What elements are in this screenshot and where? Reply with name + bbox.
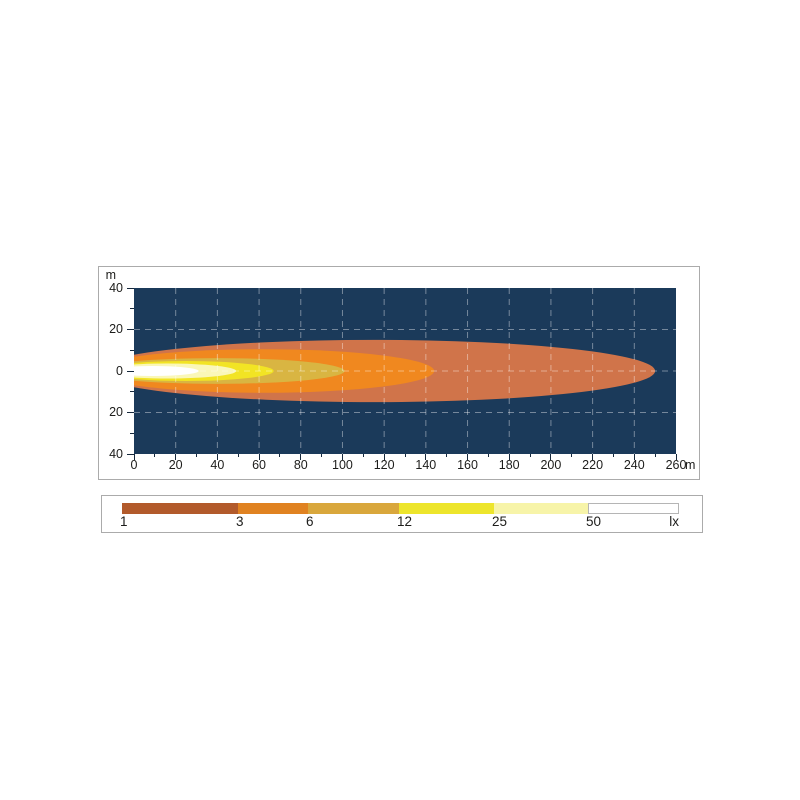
y-axis-major-tick: [127, 287, 134, 289]
x-axis-major-tick: [467, 454, 469, 460]
x-axis-minor-tick: [279, 454, 281, 457]
x-axis-minor-tick: [612, 454, 614, 457]
y-axis-major-tick: [127, 370, 134, 372]
x-axis-unit-label: m: [685, 458, 696, 472]
legend-label-25lx: 25: [492, 514, 508, 529]
x-axis-major-tick: [133, 454, 135, 460]
legend-label-12lx: 12: [397, 514, 413, 529]
x-axis-minor-tick: [654, 454, 656, 457]
x-axis-tick-label: 120: [373, 458, 395, 472]
y-axis-tick-label: 40: [109, 446, 123, 461]
y-axis-unit-label: m: [105, 268, 116, 282]
legend-label-50lx: 50: [586, 514, 602, 529]
x-axis-tick-label: 40: [210, 458, 225, 472]
x-axis-tick-label: 260: [665, 458, 687, 472]
x-axis-minor-tick: [321, 454, 323, 457]
x-axis-major-tick: [216, 454, 218, 460]
legend-segment-6lx: [308, 503, 399, 514]
x-axis-tick-label: 80: [293, 458, 308, 472]
x-axis-tick-label: 240: [623, 458, 645, 472]
y-axis-major-tick: [127, 453, 134, 455]
y-axis-minor-tick: [130, 391, 134, 393]
x-axis-major-tick: [425, 454, 427, 460]
legend-label-6lx: 6: [306, 514, 314, 529]
x-axis-minor-tick: [487, 454, 489, 457]
legend-segment-12lx: [399, 503, 494, 514]
y-axis-tick-label: 0: [116, 363, 123, 378]
y-axis-minor-tick: [130, 308, 134, 310]
x-axis-major-tick: [383, 454, 385, 460]
legend-segment-1lx: [122, 503, 238, 514]
x-axis-tick-label: 180: [498, 458, 520, 472]
x-axis-major-tick: [300, 454, 302, 460]
y-axis-tick-label: 20: [109, 322, 123, 336]
y-axis-major-tick: [127, 412, 134, 413]
x-axis-tick-label: 60: [252, 458, 267, 472]
x-axis-tick-label: 100: [332, 458, 353, 472]
y-axis-minor-tick: [130, 349, 134, 351]
x-axis-tick-label: 20: [168, 458, 183, 472]
x-axis-minor-tick: [362, 454, 364, 457]
y-axis-minor-tick: [130, 432, 134, 434]
x-axis-major-tick: [550, 454, 552, 460]
x-axis-tick-label: 0: [130, 458, 138, 472]
legend-color-bar: [122, 503, 679, 514]
y-axis-tick-label: 20: [109, 405, 123, 419]
x-axis-tick-label: 220: [582, 458, 604, 472]
x-axis-minor-tick: [237, 454, 239, 457]
x-axis-major-tick: [633, 454, 635, 460]
x-axis-major-tick: [175, 454, 177, 460]
x-axis-minor-tick: [196, 454, 198, 457]
x-axis-minor-tick: [404, 454, 406, 457]
x-axis-minor-tick: [446, 454, 448, 457]
y-axis-major-tick: [127, 329, 134, 330]
x-axis-major-tick: [258, 454, 260, 460]
legend-segment-3lx: [238, 503, 308, 514]
x-axis-tick-label: 160: [457, 458, 478, 472]
x-axis-major-tick: [592, 454, 594, 460]
x-axis-tick-label: 200: [540, 458, 562, 472]
x-axis-major-tick: [675, 454, 677, 460]
legend-label-1lx: 1: [120, 514, 128, 529]
x-axis-minor-tick: [571, 454, 573, 457]
legend-segment-50lx: [588, 503, 679, 514]
legend-label-3lx: 3: [236, 514, 244, 529]
x-axis-minor-tick: [154, 454, 156, 457]
lux-legend: lx 1 3 6 12 25 50: [101, 495, 703, 533]
x-axis-tick-label: 140: [415, 458, 437, 472]
isolux-ellipse-50lx: [134, 366, 199, 376]
plot-area: [134, 288, 676, 454]
legend-unit-label: lx: [669, 514, 679, 529]
legend-segment-25lx: [494, 503, 588, 514]
x-axis-major-tick: [341, 454, 343, 460]
beam-pattern-chart: m m 40 20 0 20 40 0 20 40 60 80 100 120 140 160 180 200…: [98, 266, 700, 480]
y-axis-tick-label: 40: [109, 280, 123, 295]
x-axis-major-tick: [508, 454, 510, 460]
x-axis-minor-tick: [529, 454, 531, 457]
